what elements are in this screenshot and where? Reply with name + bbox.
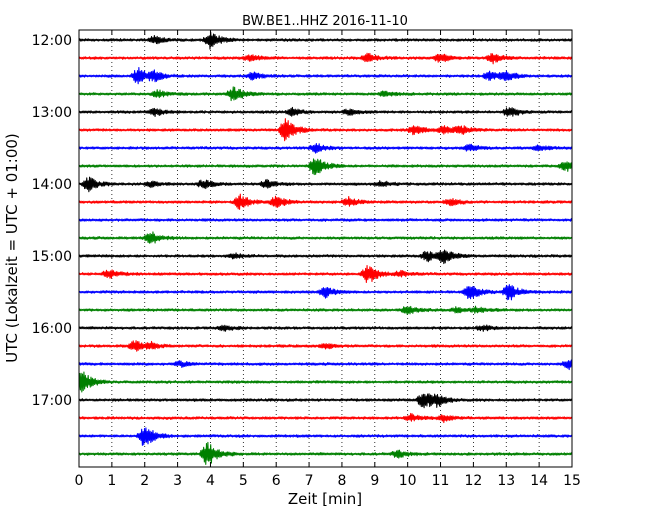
trace-line xyxy=(78,305,573,315)
trace-line xyxy=(78,324,573,332)
x-tick-label: 8 xyxy=(337,473,346,489)
trace-line xyxy=(78,176,573,193)
trace-line xyxy=(78,52,573,65)
trace-line xyxy=(78,143,573,154)
trace-line xyxy=(78,66,573,85)
x-tick-label: 7 xyxy=(305,473,314,489)
x-axis-label: Zeit [min] xyxy=(288,490,362,508)
trace-line xyxy=(78,193,573,210)
x-tick-label: 15 xyxy=(563,473,581,489)
trace-line xyxy=(78,86,573,102)
plot-frame xyxy=(78,29,573,468)
y-tick-label: 15:00 xyxy=(32,249,72,265)
x-tick-label: 3 xyxy=(173,473,182,489)
y-axis-label: UTC (Lokalzeit = UTC + 01:00) xyxy=(3,133,21,363)
trace-line xyxy=(78,231,573,244)
trace-line xyxy=(78,340,573,352)
y-tick-label: 16:00 xyxy=(32,321,72,337)
x-tick-label: 11 xyxy=(432,473,450,489)
y-tick-label: 14:00 xyxy=(32,177,72,193)
x-tick-label: 13 xyxy=(497,473,515,489)
trace-line xyxy=(78,412,573,424)
x-tick-label: 10 xyxy=(399,473,417,489)
y-axis-ticks: 12:00 13:00 14:00 15:00 16:00 17:00 xyxy=(32,33,572,409)
trace-line xyxy=(78,118,573,142)
vertical-grid xyxy=(111,30,540,467)
trace-line xyxy=(78,441,573,465)
x-tick-label: 1 xyxy=(107,473,116,489)
plot-background xyxy=(79,30,572,467)
x-tick-label: 0 xyxy=(75,473,84,489)
x-tick-label: 14 xyxy=(530,473,548,489)
trace-line xyxy=(78,158,573,176)
trace-line xyxy=(78,106,573,117)
trace-line xyxy=(78,359,573,371)
trace-line xyxy=(78,31,573,50)
x-tick-label: 6 xyxy=(272,473,281,489)
x-tick-label: 4 xyxy=(206,473,215,489)
trace-line xyxy=(78,264,573,283)
seismic-traces xyxy=(78,31,573,465)
y-tick-label: 12:00 xyxy=(32,33,72,49)
x-axis-ticks: 0 1 2 3 4 5 6 7 8 9 10 11 12 13 14 15 xyxy=(75,30,581,489)
y-tick-label: 17:00 xyxy=(32,393,72,409)
trace-line xyxy=(78,218,573,222)
x-tick-label: 2 xyxy=(140,473,149,489)
trace-line xyxy=(78,427,573,446)
x-tick-label: 9 xyxy=(370,473,379,489)
trace-line xyxy=(78,371,573,393)
trace-line xyxy=(78,249,573,265)
plot-area: 0 1 2 3 4 5 6 7 8 9 10 11 12 13 14 15 12:0013:0014:0015… xyxy=(32,29,581,489)
trace-line xyxy=(78,284,573,301)
chart-title: BW.BE1..HHZ 2016-11-10 xyxy=(242,14,408,29)
x-tick-label: 12 xyxy=(464,473,482,489)
y-tick-label: 13:00 xyxy=(32,105,72,121)
trace-line xyxy=(78,393,573,409)
x-tick-label: 5 xyxy=(239,473,248,489)
